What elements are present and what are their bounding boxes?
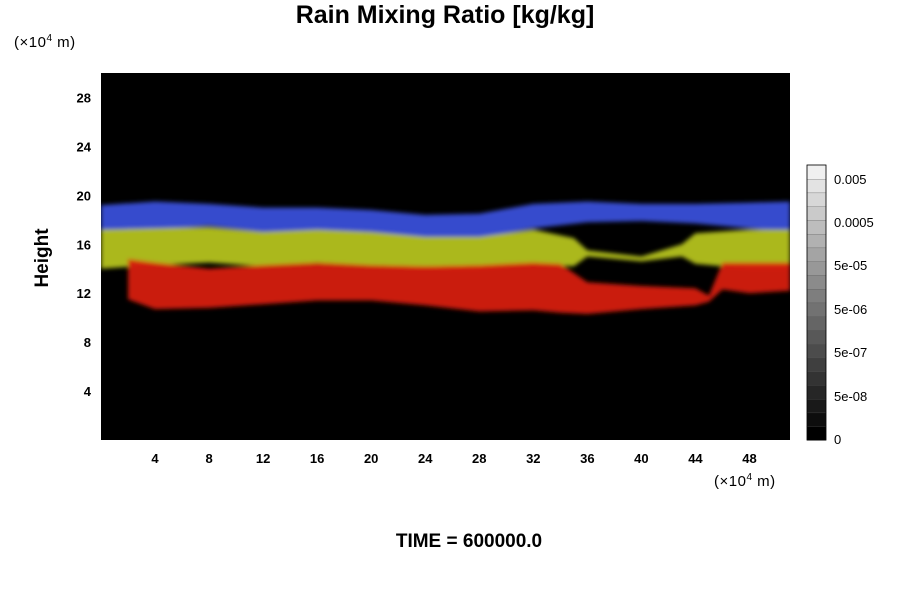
x-tick-label: 32 <box>526 451 540 466</box>
colorbar-swatch <box>806 398 827 414</box>
band-red <box>128 258 790 314</box>
colorbar-label: 0.005 <box>834 172 867 187</box>
y-tick-label: 8 <box>84 335 91 350</box>
colorbar-swatch <box>806 426 827 441</box>
colorbar-label: 0 <box>834 432 841 447</box>
time-label: TIME = 600000.0 <box>395 531 543 552</box>
band-yellow <box>101 227 790 269</box>
y-tick-label: 12 <box>77 286 91 301</box>
colorbar: 0 5e-08 5e-07 5e-06 5e-05 0.0005 0.005 <box>806 164 874 447</box>
y-tick-label: 28 <box>77 90 91 105</box>
colorbar-label: 5e-05 <box>834 258 867 273</box>
colorbar-label: 5e-07 <box>834 345 867 360</box>
x-tick-label: 4 <box>151 451 159 466</box>
colorbar-swatch <box>806 261 827 276</box>
chart-title: Rain Mixing Ratio [kg/kg] <box>295 1 595 29</box>
colorbar-swatch <box>806 302 827 317</box>
rain-field <box>101 201 790 314</box>
colorbar-label: 0.0005 <box>834 215 874 230</box>
colorbar-label: 5e-08 <box>834 389 867 404</box>
x-tick-label: 8 <box>205 451 212 466</box>
y-axis: 4 8 12 16 20 24 28 <box>77 90 92 399</box>
colorbar-swatch <box>806 233 827 249</box>
y-tick-label: 20 <box>77 188 91 203</box>
y-tick-label: 4 <box>84 384 92 399</box>
colorbar-swatch <box>806 206 827 221</box>
colorbar-swatch <box>806 274 827 290</box>
colorbar-swatch <box>806 316 827 331</box>
colorbar-swatch <box>806 219 827 235</box>
x-tick-label: 20 <box>364 451 378 466</box>
x-tick-label: 40 <box>634 451 648 466</box>
x-tick-label: 36 <box>580 451 594 466</box>
colorbar-swatch <box>806 164 827 180</box>
x-tick-label: 24 <box>418 451 433 466</box>
x-tick-label: 28 <box>472 451 486 466</box>
colorbar-swatch <box>806 412 827 427</box>
x-tick-label: 48 <box>742 451 756 466</box>
band-blue <box>101 201 790 239</box>
colorbar-swatch <box>806 192 827 207</box>
colorbar-swatch <box>806 357 827 372</box>
x-tick-label: 12 <box>256 451 270 466</box>
colorbar-frame <box>806 164 827 441</box>
colorbar-swatch <box>806 343 827 359</box>
y-axis-unit: (×104 m) <box>14 33 76 51</box>
x-tick-label: 44 <box>688 451 703 466</box>
colorbar-label: 5e-06 <box>834 302 867 317</box>
colorbar-swatch <box>806 247 827 262</box>
colorbar-swatch <box>806 178 827 194</box>
colorbar-swatch <box>806 288 827 304</box>
colorbar-swatch <box>806 329 827 345</box>
colorbar-swatch <box>806 371 827 386</box>
y-tick-label: 24 <box>77 139 92 154</box>
y-tick-label: 16 <box>77 237 91 252</box>
colorbar-swatch <box>806 384 827 400</box>
x-axis: 4 8 12 16 20 24 28 32 36 40 44 48 <box>151 451 756 466</box>
x-tick-label: 16 <box>310 451 324 466</box>
x-axis-unit: (×104 m) <box>714 472 776 490</box>
